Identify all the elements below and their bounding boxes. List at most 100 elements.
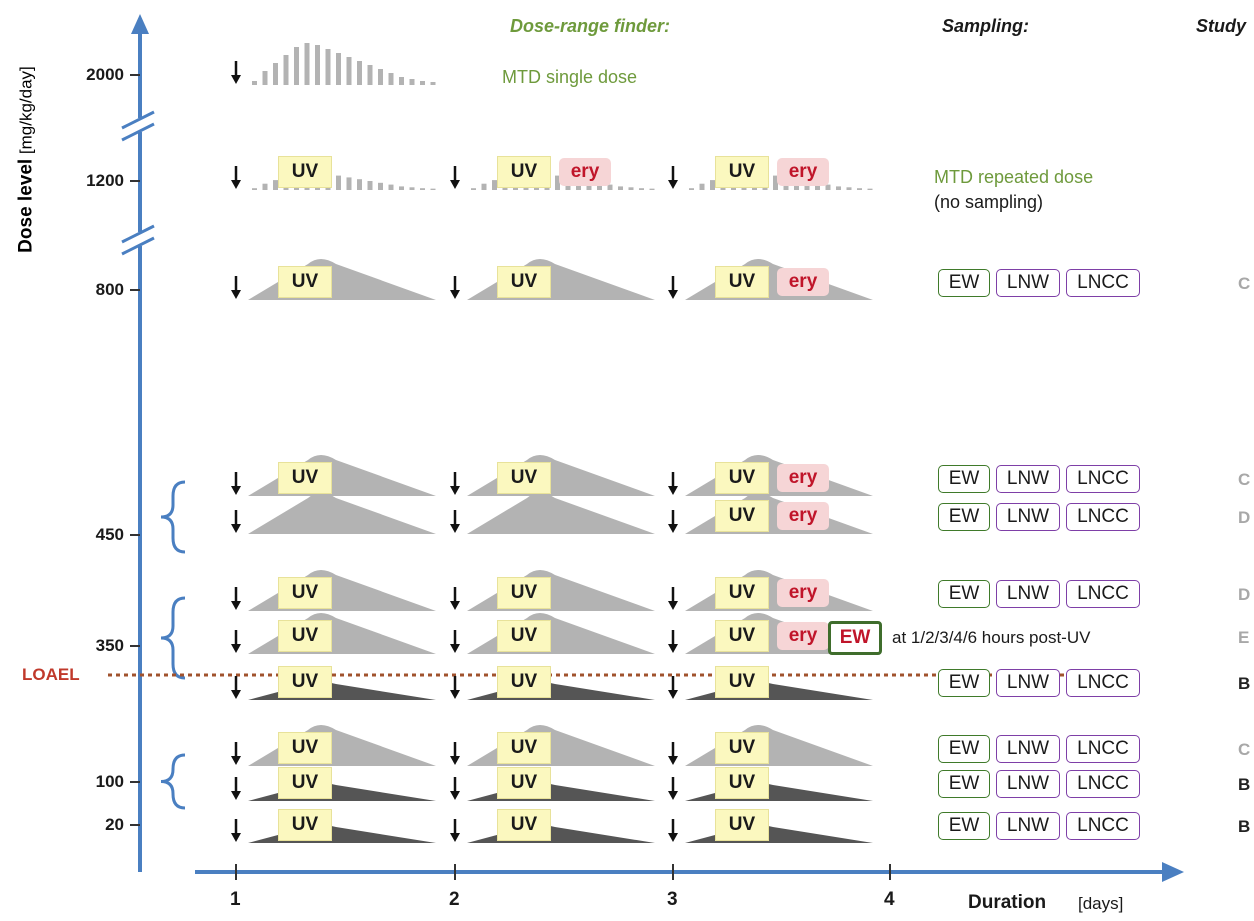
uv-box-row10-day3: UV	[715, 809, 769, 841]
axis-break-mark	[121, 224, 155, 244]
bar-profile-row0-day1	[388, 73, 394, 85]
uv-box-row6-day1: UV	[278, 620, 332, 652]
dose-arrow-row10-day1-head	[231, 833, 241, 842]
study-label-row2: C	[1238, 274, 1251, 293]
dose-arrow-row4-day2-head	[450, 524, 460, 533]
peak-profile-row4-day2	[467, 493, 655, 534]
ery-box-row5-day3: ery	[777, 579, 829, 607]
sampling-ew-row4: EW	[938, 503, 990, 531]
uv-box-row3-day3: UV	[715, 462, 769, 494]
sampling-lncc-row8: LNCC	[1066, 735, 1140, 763]
sampling-ew-row3: EW	[938, 465, 990, 493]
uv-box-row3-day1: UV	[278, 462, 332, 494]
uv-box-row10-day1: UV	[278, 809, 332, 841]
bar-profile-row1-day2	[618, 186, 623, 190]
uv-box-row4-day3: UV	[715, 500, 769, 532]
uv-box-row9-day2: UV	[497, 767, 551, 799]
uv-box-row7-day1: UV	[278, 666, 332, 698]
sampling-lnw-row9: LNW	[996, 770, 1060, 798]
dose-arrow-row9-day2-head	[450, 791, 460, 800]
bar-profile-row0-day1	[430, 82, 436, 85]
dose-arrow-row8-day3-head	[668, 756, 678, 765]
bar-profile-row0-day1	[315, 45, 320, 85]
bar-profile-row0-day1	[378, 69, 383, 85]
loael-label: LOAEL	[22, 665, 80, 684]
sampling-lncc-row3: LNCC	[1066, 465, 1140, 493]
x-axis-arrowhead	[1162, 862, 1184, 882]
dose-arrow-row10-day3-head	[668, 833, 678, 842]
uv-box-row8-day3: UV	[715, 732, 769, 764]
dose-arrow-row5-day2-head	[450, 601, 460, 610]
y-axis-arrowhead	[131, 14, 149, 34]
uv-box-row6-day2: UV	[497, 620, 551, 652]
bar-profile-row1-day1	[420, 188, 425, 190]
dose-arrow-row2-day2-head	[450, 290, 460, 299]
ery-box-row6-day3: ery	[777, 622, 829, 650]
bar-profile-row1-day3	[836, 186, 841, 190]
bar-profile-row1-day1	[346, 177, 352, 190]
uv-box-row1-day3: UV	[715, 156, 769, 188]
dose-arrow-row2-day1-head	[231, 290, 241, 299]
peak-profile-row4-day1	[248, 493, 436, 534]
dose-arrow-row3-day3-head	[668, 486, 678, 495]
study-label-row5: D	[1238, 585, 1251, 604]
dose-arrow-row3-day1-head	[231, 486, 241, 495]
dose-arrow-row7-day3-head	[668, 690, 678, 699]
bar-profile-row1-day3	[857, 188, 862, 190]
study-label-row9: B	[1238, 775, 1251, 794]
ery-box-row1-day3: ery	[777, 158, 829, 186]
sampling-ew-row5: EW	[938, 580, 990, 608]
dose-arrow-row4-day1-head	[231, 524, 241, 533]
bar-profile-row1-day2	[649, 188, 655, 190]
brace-100	[160, 753, 186, 810]
study-label-row10: B	[1238, 817, 1251, 836]
x-tick-label-3: 3	[667, 889, 678, 910]
y-tick-label-1200: 1200	[86, 171, 124, 190]
y-tick-label-20: 20	[105, 815, 124, 834]
sampling-lnw-row2: LNW	[996, 269, 1060, 297]
ery-box-row4-day3: ery	[777, 502, 829, 530]
uv-box-row2-day1: UV	[278, 266, 332, 298]
sampling-lnw-row10: LNW	[996, 812, 1060, 840]
bar-profile-row1-day3	[710, 180, 715, 190]
bar-profile-row1-day3	[846, 187, 852, 190]
bar-profile-row0-day1	[336, 53, 341, 85]
header-study: Study	[1196, 16, 1247, 36]
bar-profile-row1-day2	[555, 175, 560, 190]
dose-arrow-row7-day1-head	[231, 690, 241, 699]
bar-profile-row0-day1	[262, 71, 268, 85]
bar-profile-row0-day1	[325, 49, 331, 85]
study-label-row4: D	[1238, 508, 1251, 527]
y-axis-unit: [mg/kg/day]	[16, 66, 36, 159]
bar-profile-row1-day2	[628, 187, 634, 190]
bar-profile-row1-day1	[336, 175, 341, 190]
note-mtd-single: MTD single dose	[502, 67, 638, 87]
bar-profile-row1-day1	[399, 186, 404, 190]
bar-profile-row0-day1	[252, 81, 257, 85]
bar-profile-row0-day1	[357, 61, 362, 85]
dose-arrow-row1-day3-head	[668, 180, 678, 189]
dose-arrow-row3-day2-head	[450, 486, 460, 495]
y-tick-label-2000: 2000	[86, 65, 124, 84]
dose-arrow-row6-day3-head	[668, 644, 678, 653]
x-axis-unit: [days]	[1078, 894, 1124, 913]
sampling-lncc-row5: LNCC	[1066, 580, 1140, 608]
x-tick-label-1: 1	[230, 889, 241, 910]
bar-profile-row1-day1	[378, 182, 383, 190]
ery-box-row3-day3: ery	[777, 464, 829, 492]
sampling-lnw-row3: LNW	[996, 465, 1060, 493]
dose-arrow-row2-day3-head	[668, 290, 678, 299]
bar-profile-row1-day2	[492, 180, 497, 190]
note-no-sampling: (no sampling)	[934, 192, 1044, 212]
dose-arrow-row5-day3-head	[668, 601, 678, 610]
y-tick-label-100: 100	[95, 772, 124, 791]
bar-profile-row1-day3	[815, 182, 820, 190]
bar-profile-row0-day1	[294, 47, 299, 85]
ery-box-row1-day2: ery	[559, 158, 611, 186]
sampling-ew-row10: EW	[938, 812, 990, 840]
y-tick-label-450: 450	[95, 525, 124, 544]
uv-box-row9-day3: UV	[715, 767, 769, 799]
sampling-lncc-row4: LNCC	[1066, 503, 1140, 531]
sampling-lnw-row8: LNW	[996, 735, 1060, 763]
